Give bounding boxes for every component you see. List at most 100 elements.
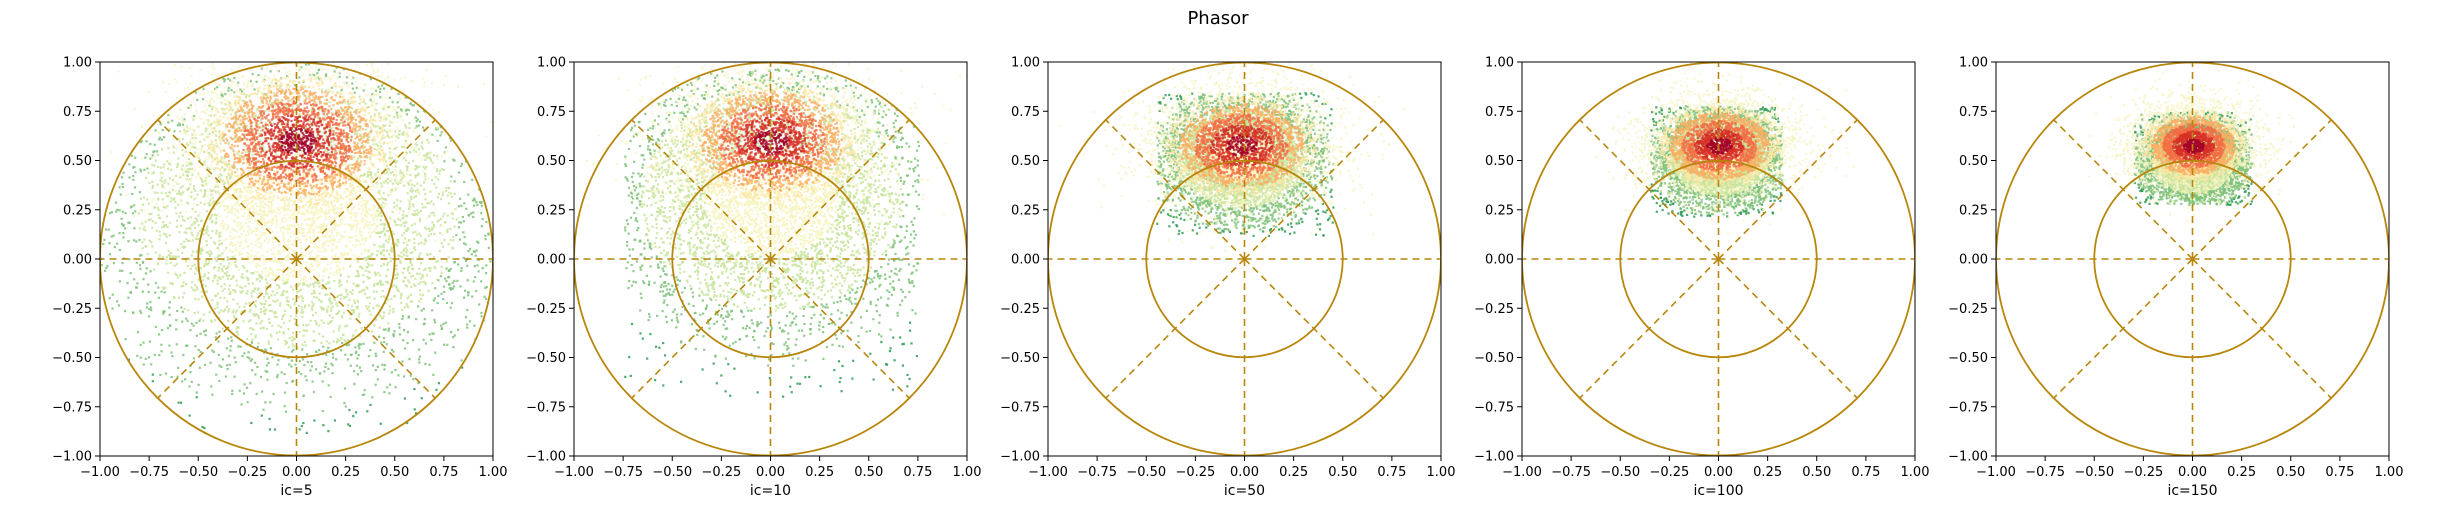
y-tick-label: 0.00: [1959, 253, 1988, 268]
x-tick-label: 0.50: [854, 465, 883, 480]
y-tick-label: −1.00: [1474, 450, 1514, 465]
x-axis-label: ic=150: [2167, 483, 2217, 499]
y-tick-label: −1.00: [52, 450, 92, 465]
phasor-guides: [1996, 62, 2389, 456]
x-axis-label: ic=5: [280, 483, 312, 499]
y-tick-label: 0.75: [537, 105, 566, 120]
spoke-line: [2052, 119, 2194, 260]
spoke-line: [156, 119, 298, 260]
y-tick-label: −0.50: [1000, 351, 1040, 366]
figure-title: Phasor: [1187, 8, 1249, 29]
y-tick-label: 0.00: [1485, 253, 1514, 268]
density-core: [585, 62, 961, 268]
x-tick-label: −0.25: [1175, 465, 1215, 480]
y-tick-label: −1.00: [526, 450, 566, 465]
x-tick-label: 1.00: [1901, 465, 1930, 480]
spoke-line: [1104, 119, 1246, 260]
x-tick-label: −1.00: [554, 465, 594, 480]
y-tick-label: 0.75: [1011, 105, 1040, 120]
x-tick-label: 0.75: [1851, 465, 1880, 480]
y-tick-label: 0.50: [63, 154, 92, 169]
phasor-panel: −1.00 −0.75 −0.50 −0.25 0.00 0.25 0.50 0.75 1.00…: [52, 56, 508, 500]
spoke-line: [295, 119, 437, 260]
x-tick-label: 0.75: [903, 465, 932, 480]
y-tick-label: 1.00: [1959, 56, 1988, 71]
y-tick-label: −0.50: [52, 351, 92, 366]
phasor-panel: −1.00 −0.75 −0.50 −0.25 0.00 0.25 0.50 0.75 1.00…: [1948, 56, 2403, 500]
x-tick-label: −0.50: [2074, 465, 2114, 480]
phasor-guides: [1048, 62, 1441, 456]
spoke-line: [1717, 119, 1859, 260]
x-tick-label: 1.00: [2375, 465, 2404, 480]
y-tick-label: 1.00: [537, 56, 566, 71]
spoke-line: [1578, 119, 1720, 260]
x-tick-label: 0.00: [282, 465, 311, 480]
spoke-line: [1717, 258, 1859, 399]
x-tick-label: −1.00: [1028, 465, 1068, 480]
y-tick-label: −0.75: [526, 400, 566, 415]
y-tick-label: −1.00: [1948, 450, 1988, 465]
spoke-line: [630, 258, 772, 399]
y-tick-label: 1.00: [1485, 56, 1514, 71]
y-tick-label: 0.75: [63, 105, 92, 120]
phasor-panel: −1.00 −0.75 −0.50 −0.25 0.00 0.25 0.50 0.75 1.00…: [1474, 56, 1930, 500]
x-tick-label: 0.25: [1753, 465, 1782, 480]
spoke-line: [295, 258, 437, 399]
y-tick-label: −0.25: [1948, 302, 1988, 317]
x-tick-label: −0.75: [129, 465, 169, 480]
spoke-line: [1243, 119, 1385, 260]
spoke-line: [2191, 258, 2333, 399]
x-tick-label: 0.25: [331, 465, 360, 480]
x-tick-label: 0.75: [1377, 465, 1406, 480]
x-tick-label: 1.00: [1427, 465, 1456, 480]
y-tick-label: −0.50: [526, 351, 566, 366]
y-tick-label: 0.25: [1959, 203, 1988, 218]
x-tick-label: −0.25: [701, 465, 741, 480]
x-tick-label: −0.25: [2123, 465, 2163, 480]
x-tick-label: 0.25: [2227, 465, 2256, 480]
x-tick-label: −0.50: [652, 465, 692, 480]
x-tick-label: −0.50: [1600, 465, 1640, 480]
spoke-line: [1578, 258, 1720, 399]
spoke-line: [156, 258, 298, 399]
phasor-guides: [100, 62, 493, 456]
x-tick-label: −0.75: [1551, 465, 1591, 480]
x-axis-label: ic=100: [1693, 483, 1743, 499]
phasor-panel: −1.00 −0.75 −0.50 −0.25 0.00 0.25 0.50 0.75 1.00…: [526, 56, 981, 500]
x-tick-label: −1.00: [1502, 465, 1542, 480]
y-tick-label: 1.00: [1011, 56, 1040, 71]
density-layer: [100, 62, 493, 456]
y-tick-label: −0.75: [1474, 400, 1514, 415]
phasor-guides: [574, 62, 967, 456]
density-layer: [1048, 62, 1441, 456]
spoke-line: [2052, 258, 2194, 399]
y-tick-label: −0.50: [1474, 351, 1514, 366]
y-tick-label: 0.25: [1011, 203, 1040, 218]
y-tick-label: −0.75: [52, 400, 92, 415]
spoke-line: [769, 258, 911, 399]
spoke-line: [1104, 258, 1246, 399]
y-tick-label: −1.00: [1000, 450, 1040, 465]
x-axis-label: ic=10: [750, 483, 791, 499]
y-tick-label: 1.00: [63, 56, 92, 71]
y-tick-label: −0.25: [52, 302, 92, 317]
y-tick-label: 0.25: [63, 203, 92, 218]
y-tick-label: 0.25: [1485, 203, 1514, 218]
spoke-line: [630, 119, 772, 260]
spoke-line: [769, 119, 911, 260]
y-tick-label: 0.50: [1959, 154, 1988, 169]
x-tick-label: 1.00: [479, 465, 508, 480]
phasor-panel: −1.00 −0.75 −0.50 −0.25 0.00 0.25 0.50 0.75 1.00…: [1000, 56, 1456, 500]
x-tick-label: 0.00: [2178, 465, 2207, 480]
x-tick-label: 0.00: [756, 465, 785, 480]
y-tick-label: −0.25: [1000, 302, 1040, 317]
x-tick-label: 0.50: [1328, 465, 1357, 480]
y-tick-label: −0.75: [1948, 400, 1988, 415]
y-tick-label: −0.75: [1000, 400, 1040, 415]
x-axis-label: ic=50: [1224, 483, 1265, 499]
x-tick-label: −0.75: [1077, 465, 1117, 480]
x-tick-label: −0.75: [2025, 465, 2065, 480]
x-tick-label: 0.75: [2325, 465, 2354, 480]
x-tick-label: 0.75: [429, 465, 458, 480]
